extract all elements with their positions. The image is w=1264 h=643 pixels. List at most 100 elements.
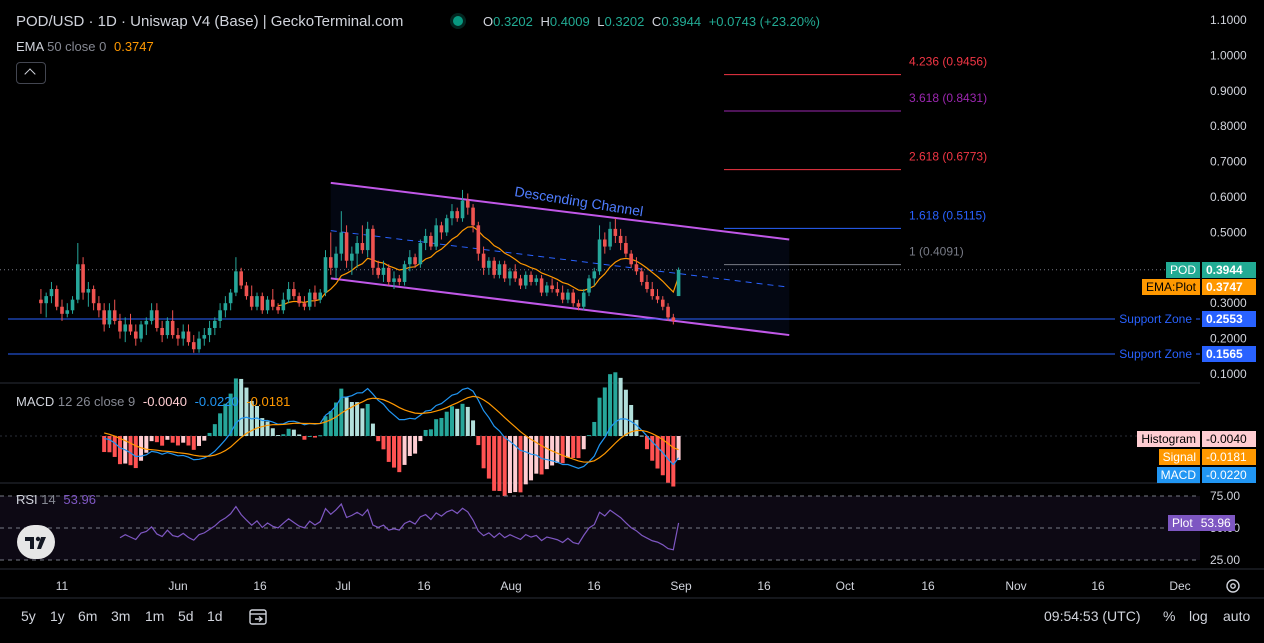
macd-name: MACD — [16, 394, 55, 409]
candle-body — [334, 253, 338, 268]
macd-histogram-bar — [629, 404, 634, 436]
timeframe-button-1y[interactable]: 1y — [50, 608, 65, 624]
candle-body — [624, 243, 628, 254]
timeframe-button-1m[interactable]: 1m — [145, 608, 165, 624]
date-range-button[interactable] — [248, 607, 270, 627]
macd-tag-value: -0.0181 — [1202, 449, 1256, 465]
macd-histogram-bar — [502, 436, 507, 497]
macd-histogram-bar — [170, 436, 175, 443]
macd-legend[interactable]: MACD 12 26 close 9 -0.0040 -0.0220 -0.01… — [16, 394, 290, 409]
candle-body — [666, 306, 670, 318]
macd-histogram-bar — [344, 397, 349, 436]
candle-body — [502, 264, 507, 279]
macd-histogram-bar — [102, 436, 107, 453]
rsi-legend[interactable]: RSI 14 53.96 — [16, 492, 96, 507]
timeframe-button-6m[interactable]: 6m — [78, 608, 98, 624]
macd-histogram-bar — [175, 436, 180, 446]
candle-body — [576, 303, 581, 307]
macd-histogram-bar — [254, 405, 259, 436]
macd-histogram-bar — [334, 402, 339, 436]
rsi-axis-label: 75.00 — [1210, 489, 1240, 503]
fib-level-label: 2.618 (0.6773) — [909, 150, 987, 164]
macd-histogram-bar — [339, 388, 344, 436]
rsi-axis-label: 25.00 — [1210, 553, 1240, 567]
macd-histogram-bar — [644, 436, 649, 450]
candle-body — [392, 278, 396, 282]
candle-body — [660, 299, 665, 307]
candle-body — [386, 267, 391, 282]
candle-body — [566, 292, 570, 300]
timeframe-button-5y[interactable]: 5y — [21, 608, 36, 624]
macd-histogram-bar — [639, 435, 644, 437]
macd-histogram-bar — [560, 436, 565, 464]
candle-body — [70, 299, 75, 311]
candle-body — [197, 338, 201, 350]
macd-histogram-bar — [302, 436, 307, 440]
macd-histogram-bar — [565, 436, 570, 458]
timeframe-button-1d[interactable]: 1d — [207, 608, 223, 624]
collapse-legend-button[interactable] — [16, 62, 46, 84]
timeframe-button-3m[interactable]: 3m — [111, 608, 131, 624]
auto-scale-toggle[interactable]: auto — [1223, 608, 1251, 624]
time-axis-label: Aug — [500, 579, 521, 593]
macd-histogram-bar — [276, 435, 281, 437]
tradingview-logo[interactable] — [17, 525, 55, 559]
candle-body — [39, 299, 43, 304]
macd-histogram-bar — [207, 432, 212, 436]
log-scale-toggle[interactable]: log — [1189, 608, 1208, 624]
candle-body — [676, 269, 681, 297]
candle-body — [655, 296, 660, 300]
time-axis-label: Sep — [670, 579, 692, 593]
percent-scale-toggle[interactable]: % — [1163, 608, 1176, 624]
candle-body — [286, 289, 291, 300]
time-axis-label: Oct — [836, 579, 855, 593]
macd-histogram-bar — [602, 387, 607, 436]
macd-histogram-bar — [676, 436, 681, 461]
candle-body — [260, 296, 265, 311]
market-status-icon — [453, 16, 463, 26]
candle-body — [508, 271, 512, 279]
candle-body — [408, 257, 412, 265]
candle-body — [176, 335, 180, 339]
candle-body — [360, 243, 365, 251]
macd-histogram-bar — [581, 436, 586, 450]
macd-histogram-bar — [397, 436, 402, 473]
macd-histogram-bar — [576, 436, 581, 459]
candle-body — [54, 289, 59, 307]
macd-histogram-bar — [355, 402, 360, 436]
candle-body — [318, 292, 323, 300]
candle-body — [518, 278, 523, 286]
macd-histogram-bar — [291, 429, 296, 436]
clock: 09:54:53 (UTC) — [1044, 608, 1141, 624]
candle-body — [186, 331, 191, 343]
macd-histogram-bar — [323, 416, 328, 436]
macd-histogram-bar — [223, 403, 228, 436]
candle-body — [523, 274, 528, 286]
candle-body — [297, 296, 301, 304]
rsi-params: 14 — [41, 492, 56, 507]
candle-body — [155, 310, 159, 328]
candle-body — [244, 285, 249, 297]
macd-hist-value: -0.0040 — [142, 394, 187, 409]
chart-settings-button[interactable] — [1224, 577, 1242, 595]
price-tag-label: EMA:Plot — [1141, 279, 1200, 295]
macd-histogram-bar — [618, 377, 623, 436]
candle-body — [671, 317, 676, 321]
macd-histogram-bar — [513, 436, 518, 493]
candle-body — [481, 253, 486, 268]
macd-histogram-bar — [455, 408, 460, 436]
macd-histogram-bar — [597, 397, 602, 436]
macd-histogram-bar — [307, 435, 312, 437]
time-axis-label: 16 — [253, 579, 267, 593]
macd-histogram-bar — [507, 436, 512, 494]
candle-body — [618, 235, 623, 244]
macd-tag-label: Histogram — [1137, 431, 1200, 447]
price-axis-label: 0.2000 — [1210, 332, 1247, 346]
price-tag-value: 0.1565 — [1202, 346, 1256, 362]
candle-body — [397, 278, 402, 282]
timeframe-button-5d[interactable]: 5d — [178, 608, 194, 624]
ema-legend[interactable]: EMA 50 close 0 0.3747 — [16, 39, 154, 54]
candle-body — [587, 278, 591, 293]
candle-body — [112, 310, 117, 321]
